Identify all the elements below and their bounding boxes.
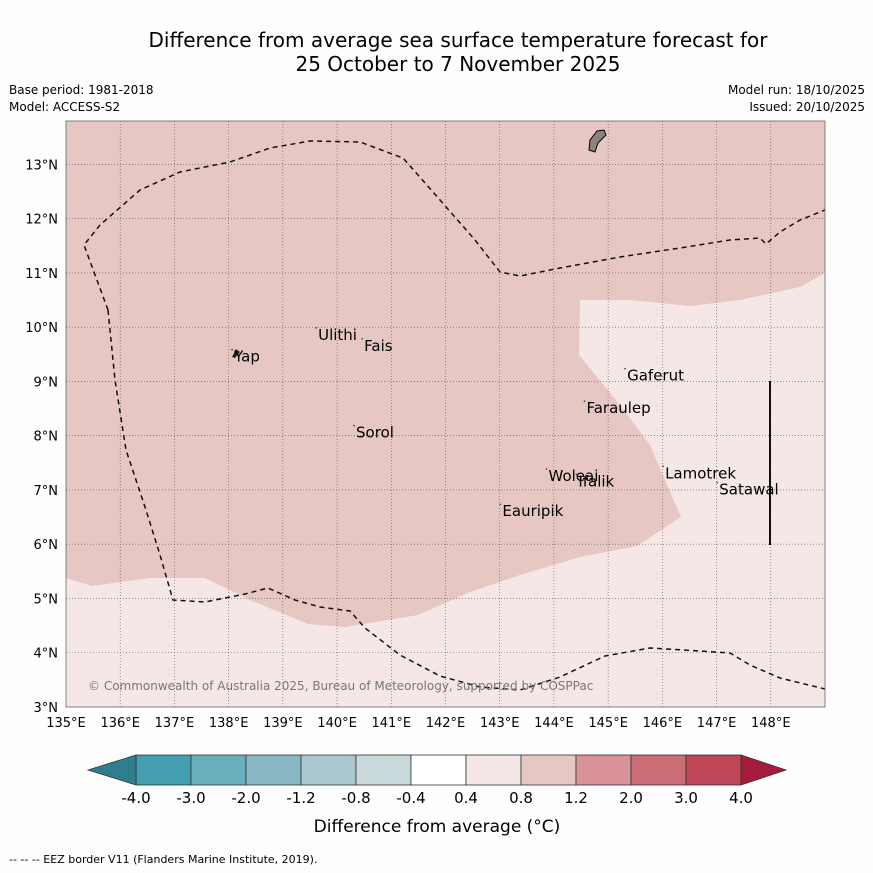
- place-label: Fais: [364, 337, 393, 355]
- colorbar-low-extension: [88, 755, 136, 785]
- lon-tick-label: 143°E: [480, 716, 520, 731]
- place-marker: [624, 368, 626, 370]
- lon-tick-label: 137°E: [155, 716, 195, 731]
- lon-tick-label: 140°E: [317, 716, 357, 731]
- lon-tick-label: 142°E: [426, 716, 466, 731]
- map: YapUlithiFaisSorolGaferutFaraulepLamotre…: [0, 0, 873, 873]
- place-marker: [584, 400, 586, 402]
- lat-tick-label: 4°N: [34, 647, 59, 662]
- colorbar-segment: [411, 755, 466, 785]
- place-label: Yap: [233, 348, 260, 366]
- lon-tick-label: 136°E: [100, 716, 140, 731]
- colorbar-segment: [466, 755, 521, 785]
- place-label: Ifalik: [578, 472, 614, 490]
- place-label: Ulithi: [318, 326, 357, 344]
- lat-tick-label: 12°N: [25, 213, 58, 228]
- place-label: Gaferut: [627, 367, 684, 385]
- place-label: Faraulep: [586, 399, 650, 417]
- colorbar-tick-label: -0.4: [396, 789, 425, 807]
- lon-tick-label: 144°E: [534, 716, 574, 731]
- lon-tick-label: 138°E: [209, 716, 249, 731]
- lat-tick-label: 10°N: [25, 321, 58, 336]
- colorbar-segment: [191, 755, 246, 785]
- lat-tick-label: 7°N: [34, 484, 59, 499]
- colorbar-segment: [301, 755, 356, 785]
- colorbar-segment: [136, 755, 191, 785]
- colorbar-high-extension: [741, 755, 786, 785]
- colorbar: -4.0 -3.0 -2.0 -1.2 -0.8 -0.4 0.4 0.8 1.2 2.0 3.0 4…: [88, 755, 786, 807]
- colorbar-tick-label: -0.8: [341, 789, 370, 807]
- lat-tick-label: 9°N: [34, 375, 59, 390]
- colorbar-tick-label: -2.0: [231, 789, 260, 807]
- place-label: Satawal: [719, 481, 778, 499]
- lon-tick-label: 146°E: [643, 716, 683, 731]
- colorbar-segment: [356, 755, 411, 785]
- place-marker: [361, 338, 363, 340]
- place-marker: [500, 503, 502, 505]
- lat-tick-label: 13°N: [25, 158, 58, 173]
- colorbar-tick-label: -3.0: [176, 789, 205, 807]
- place-marker: [315, 327, 317, 329]
- lon-tick-label: 147°E: [697, 716, 737, 731]
- lon-tick-label: 148°E: [751, 716, 791, 731]
- lon-tick-label: 135°E: [46, 716, 86, 731]
- place-marker: [353, 425, 355, 427]
- colorbar-tick-label: 4.0: [729, 789, 753, 807]
- colorbar-tick-label: 0.8: [509, 789, 533, 807]
- lat-tick-label: 3°N: [34, 701, 59, 716]
- lat-tick-label: 6°N: [34, 538, 59, 553]
- colorbar-tick-label: 3.0: [674, 789, 698, 807]
- place-marker: [716, 482, 718, 484]
- lon-tick-label: 141°E: [372, 716, 412, 731]
- place-label: Sorol: [356, 424, 394, 442]
- place-marker: [231, 349, 233, 351]
- colorbar-tick-label: -4.0: [121, 789, 150, 807]
- place-marker: [576, 474, 578, 476]
- lon-tick-label: 145°E: [588, 716, 628, 731]
- colorbar-segment: [686, 755, 741, 785]
- colorbar-segment: [631, 755, 686, 785]
- colorbar-segment: [576, 755, 631, 785]
- place-marker: [662, 465, 664, 467]
- colorbar-tick-label: 2.0: [619, 789, 643, 807]
- colorbar-label: Difference from average (°C): [314, 817, 561, 837]
- colorbar-tick-label: 1.2: [564, 789, 588, 807]
- place-label: Eauripik: [502, 502, 563, 520]
- lat-tick-label: 11°N: [25, 267, 58, 282]
- lon-tick-label: 139°E: [263, 716, 303, 731]
- footnote: -- -- -- EEZ border V11 (Flanders Marine…: [9, 853, 317, 866]
- lat-tick-label: 5°N: [34, 592, 59, 607]
- copyright-text: © Commonwealth of Australia 2025, Bureau…: [88, 679, 593, 693]
- place-marker: [546, 468, 548, 470]
- colorbar-tick-label: 0.4: [454, 789, 478, 807]
- colorbar-segment: [521, 755, 576, 785]
- lat-tick-label: 8°N: [34, 430, 59, 445]
- colorbar-segment: [246, 755, 301, 785]
- colorbar-tick-label: -1.2: [286, 789, 315, 807]
